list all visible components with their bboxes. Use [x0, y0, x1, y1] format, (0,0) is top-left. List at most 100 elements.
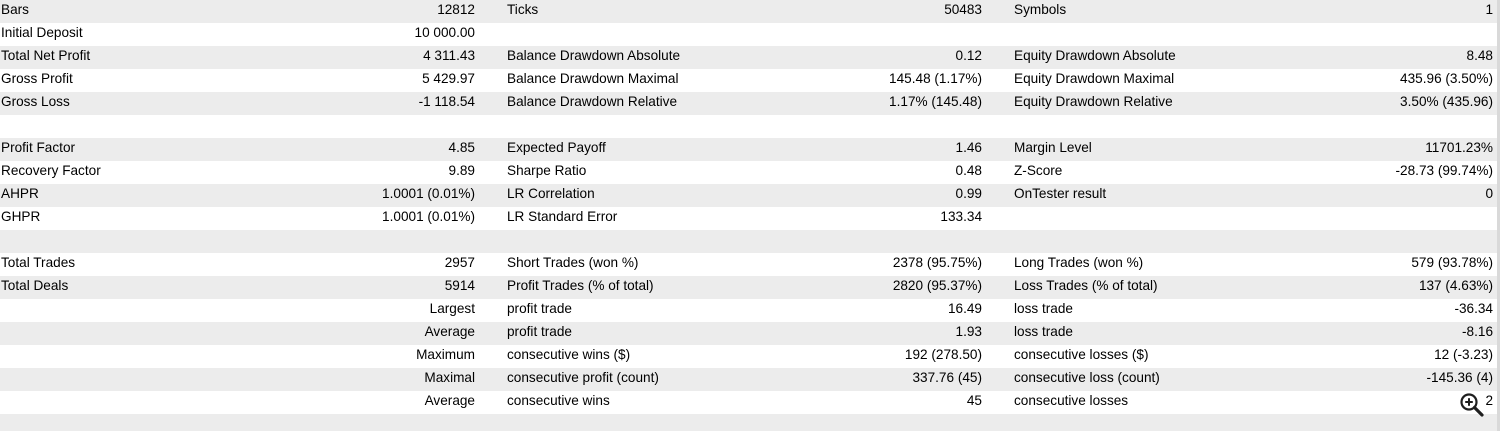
row-label-3: Long Trades (won %) — [1014, 255, 1144, 270]
row-value-3 — [1293, 230, 1493, 253]
row-label-2: LR Standard Error — [507, 209, 618, 224]
row-label-3: Loss Trades (% of total) — [1014, 278, 1158, 293]
table-row — [0, 414, 1497, 431]
row-label-3: consecutive losses ($) — [1014, 347, 1149, 362]
row-label-1: Gross Loss — [1, 94, 70, 109]
row-value-3: -28.73 (99.74%) — [1395, 163, 1493, 178]
row-value-1 — [295, 115, 475, 138]
table-row: Profit Factor 4.85 Expected Payoff 1.46 Marg… — [0, 138, 1497, 161]
row-label-2: Balance Drawdown Maximal — [507, 71, 679, 86]
row-label-1 — [1, 322, 291, 345]
table-row: Recovery Factor 9.89 Sharpe Ratio 0.48 Z-Sco… — [0, 161, 1497, 184]
row-label-3: OnTester result — [1014, 186, 1107, 201]
row-value-1: Maximal — [424, 370, 475, 385]
row-label-2: Expected Payoff — [507, 140, 606, 155]
row-label-2: consecutive wins — [507, 393, 610, 408]
row-label-3: consecutive losses — [1014, 393, 1129, 408]
table-row — [0, 230, 1497, 253]
row-value-1: 4 311.43 — [423, 48, 475, 63]
row-label-1 — [1, 299, 291, 322]
row-value-3 — [1293, 23, 1493, 46]
row-label-1: Total Trades — [1, 255, 76, 270]
scrollbar-edge[interactable] — [1497, 0, 1500, 431]
row-value-2: 50483 — [944, 2, 982, 17]
row-value-1: 4.85 — [448, 140, 475, 155]
row-label-1: Recovery Factor — [1, 163, 101, 178]
row-value-3: 8.48 — [1466, 48, 1493, 63]
table-row: Largest profit trade 16.49 loss trade -36.34 — [0, 299, 1497, 322]
row-value-2: 337.76 (45) — [912, 370, 982, 385]
row-label-1: Bars — [1, 2, 29, 17]
row-value-3 — [1293, 115, 1493, 138]
row-label-2: consecutive profit (count) — [507, 370, 659, 385]
row-value-3: 11701.23% — [1425, 140, 1493, 155]
row-value-3: 1 — [1485, 2, 1493, 17]
row-value-3: 435.96 (3.50%) — [1400, 71, 1493, 86]
row-label-3: consecutive loss (count) — [1014, 370, 1160, 385]
row-label-3 — [1014, 230, 1314, 253]
row-label-2: profit trade — [507, 324, 572, 339]
table-row: GHPR 1.0001 (0.01%) LR Standard Error 133.3… — [0, 207, 1497, 230]
row-label-3: Z-Score — [1014, 163, 1063, 178]
row-value-2: 16.49 — [947, 301, 982, 316]
row-value-1: Maximum — [416, 347, 475, 362]
table-row: Bars 12812 Ticks 50483 Symbols 1 — [0, 0, 1497, 23]
row-value-2 — [782, 230, 982, 253]
row-label-1: Total Net Profit — [1, 48, 91, 63]
row-value-1: 5 429.97 — [422, 71, 475, 86]
row-label-1: Profit Factor — [1, 140, 76, 155]
row-value-2: 1.46 — [955, 140, 982, 155]
row-label-3: loss trade — [1014, 301, 1073, 316]
row-value-3: 579 (93.78%) — [1411, 255, 1493, 270]
table-row: Maximum consecutive wins ($) 192 (278.50) c… — [0, 345, 1497, 368]
row-label-2: LR Correlation — [507, 186, 595, 201]
table-row: AHPR 1.0001 (0.01%) LR Correlation 0.99 OnTe… — [0, 184, 1497, 207]
row-value-3: 137 (4.63%) — [1418, 278, 1493, 293]
row-value-1 — [295, 230, 475, 253]
row-value-3: 2 — [1485, 393, 1493, 408]
row-value-3: 3.50% (435.96) — [1400, 94, 1493, 109]
row-label-3: Equity Drawdown Maximal — [1014, 71, 1175, 86]
table-row: Total Net Profit 4 311.43 Balance Drawdown… — [0, 46, 1497, 69]
zoom-button[interactable] — [1458, 391, 1486, 419]
table-row: Average consecutive wins 45 consecutive los… — [0, 391, 1497, 414]
row-value-3: -36.34 — [1454, 301, 1493, 316]
row-value-3: -145.36 (4) — [1426, 370, 1494, 385]
row-label-3 — [1014, 414, 1314, 431]
row-value-2: 0.99 — [955, 186, 982, 201]
row-label-3 — [1014, 23, 1314, 46]
row-value-2 — [782, 414, 982, 431]
table-row: Average profit trade 1.93 loss trade -8.16 — [0, 322, 1497, 345]
row-value-2: 45 — [966, 393, 982, 408]
row-value-3: 12 (-3.23) — [1434, 347, 1493, 362]
row-value-3: 0 — [1485, 186, 1493, 201]
row-value-2: 192 (278.50) — [904, 347, 982, 362]
row-value-1 — [295, 414, 475, 431]
row-label-3: loss trade — [1014, 324, 1073, 339]
row-label-1: Initial Deposit — [1, 25, 83, 40]
row-label-1 — [1, 414, 291, 431]
row-value-2: 1.17% (145.48) — [889, 94, 982, 109]
row-label-1 — [1, 345, 291, 368]
row-value-2: 145.48 (1.17%) — [889, 71, 982, 86]
table-row: Maximal consecutive profit (count) 337.76 … — [0, 368, 1497, 391]
row-value-3: -8.16 — [1462, 324, 1493, 339]
row-value-1: Average — [424, 324, 475, 339]
row-label-3: Equity Drawdown Relative — [1014, 94, 1173, 109]
row-label-3: Symbols — [1014, 2, 1067, 17]
row-label-1 — [1, 391, 291, 414]
row-value-2: 0.12 — [955, 48, 982, 63]
table-row: Total Deals 5914 Profit Trades (% of total… — [0, 276, 1497, 299]
row-value-1: 1.0001 (0.01%) — [382, 186, 475, 201]
row-value-1: Largest — [429, 301, 475, 316]
row-value-1: 5914 — [444, 278, 475, 293]
table-row: Initial Deposit 10 000.00 — [0, 23, 1497, 46]
row-value-1: 12812 — [437, 2, 475, 17]
row-value-2: 1.93 — [955, 324, 982, 339]
row-value-1: 9.89 — [448, 163, 475, 178]
row-label-1: Gross Profit — [1, 71, 73, 86]
row-label-2: Ticks — [507, 2, 539, 17]
row-value-1: 2957 — [444, 255, 475, 270]
row-value-1: Average — [424, 393, 475, 408]
row-label-2: Sharpe Ratio — [507, 163, 587, 178]
